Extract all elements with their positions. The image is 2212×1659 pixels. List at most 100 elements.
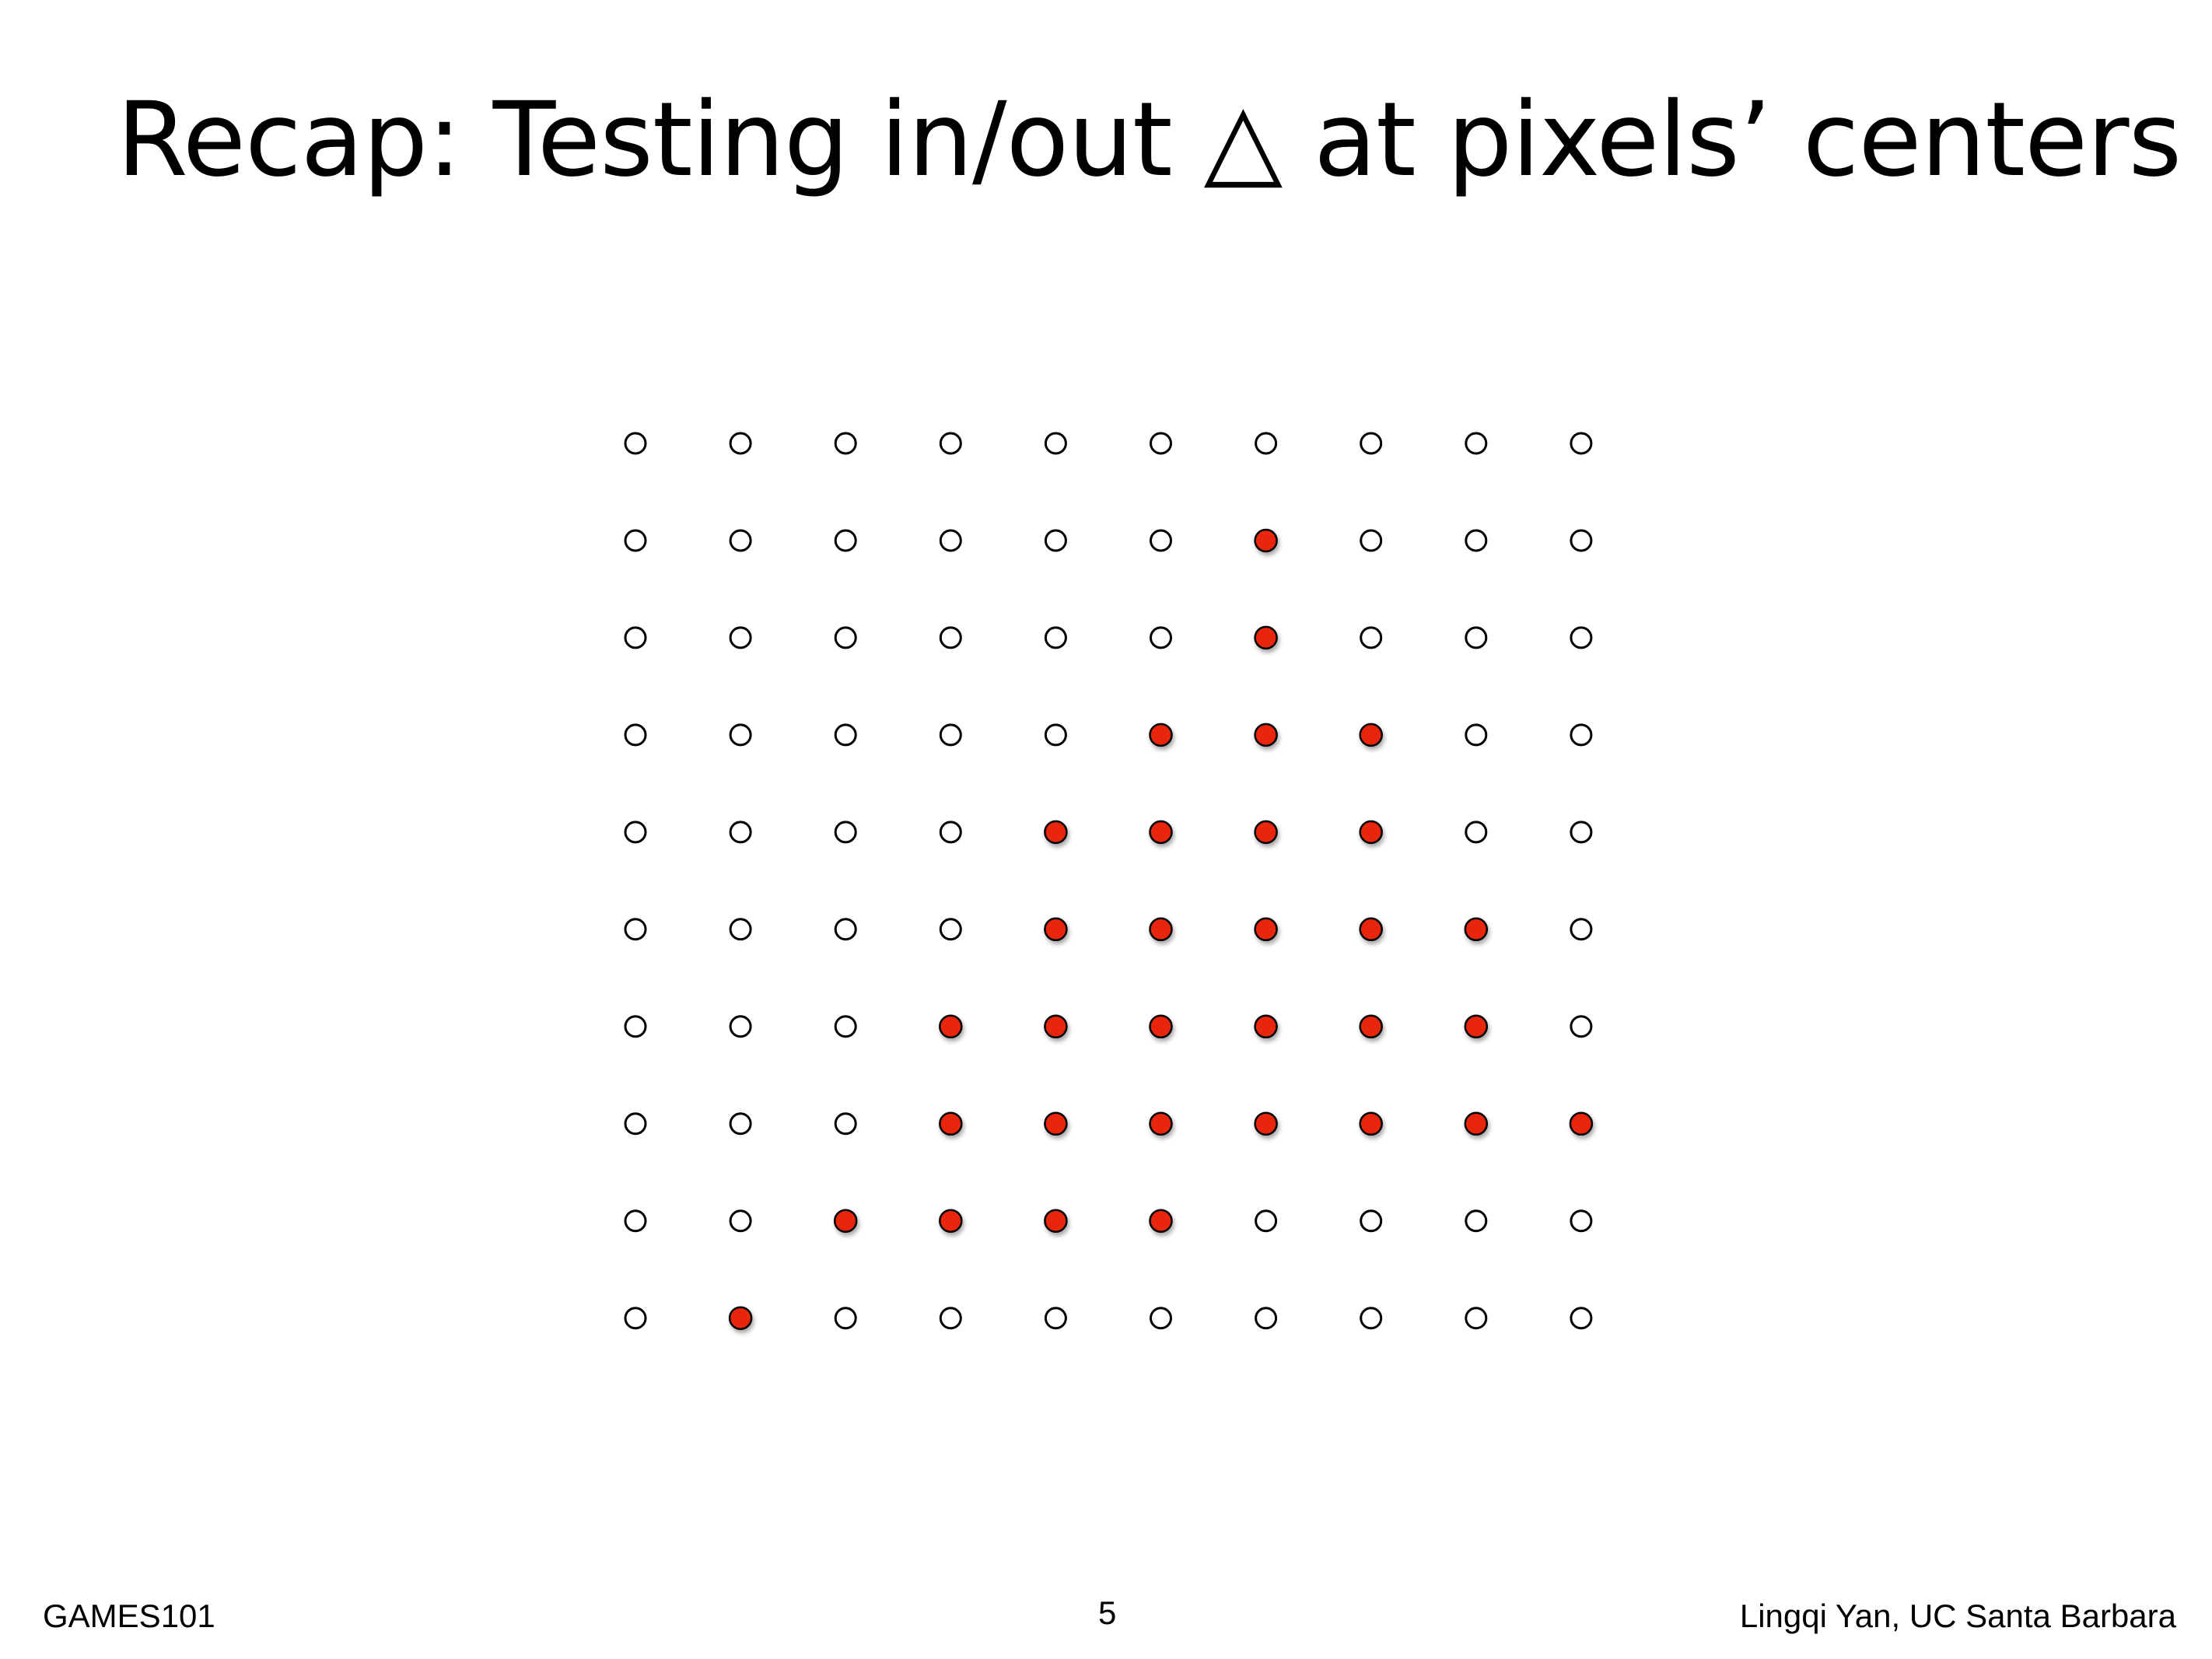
sample-inside-8-3 (939, 1209, 963, 1233)
sample-outside-0-2 (834, 432, 857, 455)
sample-outside-5-9 (1570, 918, 1593, 941)
sample-outside-0-0 (624, 432, 647, 455)
sample-outside-0-1 (729, 432, 752, 455)
sample-outside-0-6 (1255, 432, 1278, 455)
sample-inside-7-4 (1044, 1111, 1068, 1136)
sample-inside-5-8 (1464, 917, 1489, 942)
sample-outside-2-7 (1360, 626, 1383, 649)
sample-outside-1-7 (1360, 529, 1383, 552)
sample-outside-1-3 (939, 529, 962, 552)
sample-outside-8-6 (1255, 1209, 1278, 1233)
sample-inside-6-6 (1254, 1014, 1278, 1039)
sample-inside-7-3 (939, 1111, 963, 1136)
sample-outside-0-7 (1360, 432, 1383, 455)
sample-outside-9-2 (834, 1307, 857, 1330)
sample-outside-1-4 (1044, 529, 1067, 552)
sample-outside-2-4 (1044, 626, 1067, 649)
sample-outside-5-1 (729, 918, 752, 941)
sample-outside-5-2 (834, 918, 857, 941)
sample-inside-9-1 (728, 1306, 753, 1330)
sample-outside-6-0 (624, 1015, 647, 1038)
sample-inside-5-6 (1254, 917, 1278, 942)
sample-inside-7-5 (1149, 1111, 1173, 1136)
sample-inside-4-6 (1254, 820, 1278, 845)
sample-outside-3-9 (1570, 723, 1593, 747)
sample-inside-6-3 (939, 1014, 963, 1039)
sample-outside-8-9 (1570, 1209, 1593, 1233)
sample-outside-1-9 (1570, 529, 1593, 552)
sample-outside-1-5 (1150, 529, 1172, 552)
sample-inside-2-6 (1254, 625, 1278, 650)
sample-outside-3-2 (834, 723, 857, 747)
sample-outside-3-8 (1465, 723, 1488, 747)
sample-outside-2-9 (1570, 626, 1593, 649)
sample-inside-7-6 (1254, 1111, 1278, 1136)
sample-outside-3-4 (1044, 723, 1067, 747)
sample-inside-1-6 (1254, 528, 1278, 553)
sample-inside-3-6 (1254, 723, 1278, 747)
sample-outside-9-9 (1570, 1307, 1593, 1330)
sample-outside-4-1 (729, 821, 752, 844)
sample-outside-5-3 (939, 918, 962, 941)
sample-inside-8-2 (833, 1209, 858, 1233)
sample-inside-7-7 (1359, 1111, 1383, 1136)
sample-outside-4-8 (1465, 821, 1488, 844)
sample-inside-5-4 (1044, 917, 1068, 942)
sample-outside-0-8 (1465, 432, 1488, 455)
sample-inside-7-8 (1464, 1111, 1489, 1136)
sample-outside-8-1 (729, 1209, 752, 1233)
sample-outside-9-3 (939, 1307, 962, 1330)
sample-outside-3-1 (729, 723, 752, 747)
sample-outside-6-2 (834, 1015, 857, 1038)
sample-outside-1-2 (834, 529, 857, 552)
sample-outside-9-8 (1465, 1307, 1488, 1330)
sample-outside-7-0 (624, 1112, 647, 1136)
sample-outside-3-0 (624, 723, 647, 747)
course-label: GAMES101 (43, 1598, 215, 1634)
sample-outside-0-5 (1150, 432, 1172, 455)
sample-inside-3-7 (1359, 723, 1383, 747)
sample-inside-6-7 (1359, 1014, 1383, 1039)
sample-outside-2-2 (834, 626, 857, 649)
sample-inside-3-5 (1149, 723, 1173, 747)
sample-outside-4-3 (939, 821, 962, 844)
sample-outside-7-2 (834, 1112, 857, 1136)
sample-outside-0-4 (1044, 432, 1067, 455)
sample-inside-6-8 (1464, 1014, 1489, 1039)
sample-outside-8-7 (1360, 1209, 1383, 1233)
sample-outside-8-8 (1465, 1209, 1488, 1233)
sample-outside-2-5 (1150, 626, 1172, 649)
sample-outside-0-3 (939, 432, 962, 455)
sample-outside-4-2 (834, 821, 857, 844)
sample-inside-4-4 (1044, 820, 1068, 845)
sample-outside-4-0 (624, 821, 647, 844)
sample-outside-2-8 (1465, 626, 1488, 649)
sample-outside-9-5 (1150, 1307, 1172, 1330)
sample-outside-9-0 (624, 1307, 647, 1330)
author-credit: Lingqi Yan, UC Santa Barbara (1739, 1598, 2176, 1634)
sample-inside-7-9 (1569, 1111, 1594, 1136)
sample-outside-2-1 (729, 626, 752, 649)
sample-outside-9-7 (1360, 1307, 1383, 1330)
sample-inside-6-5 (1149, 1014, 1173, 1039)
sample-outside-5-0 (624, 918, 647, 941)
sample-outside-1-1 (729, 529, 752, 552)
sample-outside-4-9 (1570, 821, 1593, 844)
sample-inside-6-4 (1044, 1014, 1068, 1039)
sample-outside-3-3 (939, 723, 962, 747)
sample-outside-9-6 (1255, 1307, 1278, 1330)
sample-outside-1-0 (624, 529, 647, 552)
sample-inside-5-7 (1359, 917, 1383, 942)
sample-outside-9-4 (1044, 1307, 1067, 1330)
page-number: 5 (1098, 1594, 1117, 1631)
slide-title: Recap: Testing in/out △ at pixels’ cente… (117, 80, 2182, 200)
sample-inside-4-7 (1359, 820, 1383, 845)
sample-inside-8-5 (1149, 1209, 1173, 1233)
sample-outside-6-9 (1570, 1015, 1593, 1038)
sample-outside-8-0 (624, 1209, 647, 1233)
sample-outside-2-0 (624, 626, 647, 649)
sample-outside-1-8 (1465, 529, 1488, 552)
sample-outside-2-3 (939, 626, 962, 649)
